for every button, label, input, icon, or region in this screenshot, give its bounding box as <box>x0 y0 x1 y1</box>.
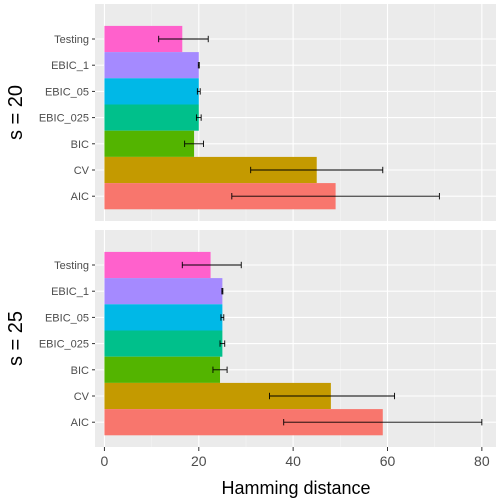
y-tick-label: Testing <box>54 260 89 272</box>
panel-2: Testing EBIC_1 EBIC_05 EBIC_025 BIC CV AIC s = … <box>5 230 496 447</box>
error-bar <box>231 193 440 200</box>
y-tick-label: BIC <box>71 365 89 377</box>
bar-bic <box>104 130 195 157</box>
error-bar <box>196 88 201 95</box>
error-bar <box>221 288 224 295</box>
error-bar <box>220 314 225 321</box>
y-tick-label: BIC <box>71 139 89 151</box>
panel-1: Testing EBIC_1 EBIC_05 EBIC_025 BIC CV AIC s = … <box>5 4 496 221</box>
y-tick-label: Testing <box>54 34 89 46</box>
y-tick-label: AIC <box>71 417 89 429</box>
y-tick-label: EBIC_05 <box>45 312 89 324</box>
y-tick-label: AIC <box>71 191 89 203</box>
x-tick-label: 60 <box>380 453 396 469</box>
error-bar <box>283 419 483 426</box>
error-bar <box>158 35 209 43</box>
bar-bic <box>104 356 221 383</box>
bar-ebic-1 <box>104 278 223 305</box>
y-tick-label: EBIC_025 <box>39 339 89 351</box>
x-tick-label: 40 <box>285 453 301 469</box>
x-tick-label: 0 <box>101 453 109 469</box>
facet-label: s = 25 <box>5 311 27 366</box>
bar-ebic-025 <box>104 104 199 131</box>
error-bar <box>181 261 242 269</box>
bar-ebic-1 <box>104 52 199 79</box>
y-tick-label: CV <box>74 165 90 177</box>
error-bar <box>195 114 202 121</box>
error-bar <box>250 166 384 174</box>
y-tick-label: EBIC_025 <box>39 113 89 125</box>
y-tick-label: EBIC_1 <box>51 286 89 298</box>
error-bar <box>212 366 228 373</box>
error-bar <box>197 62 200 69</box>
error-bar <box>184 140 204 147</box>
x-tick-label: 20 <box>191 453 207 469</box>
bar-ebic-05 <box>104 78 199 105</box>
error-bar <box>219 340 226 347</box>
facet-label: s = 20 <box>5 85 27 140</box>
y-tick-label: EBIC_1 <box>51 60 89 72</box>
error-bar <box>269 392 396 400</box>
y-tick-label: CV <box>74 391 90 403</box>
bar-ebic-05 <box>104 304 223 331</box>
x-tick-label: 80 <box>474 453 490 469</box>
y-tick-label: EBIC_05 <box>45 86 89 98</box>
x-axis-title: Hamming distance <box>221 478 370 498</box>
bar-ebic-025 <box>104 330 223 357</box>
